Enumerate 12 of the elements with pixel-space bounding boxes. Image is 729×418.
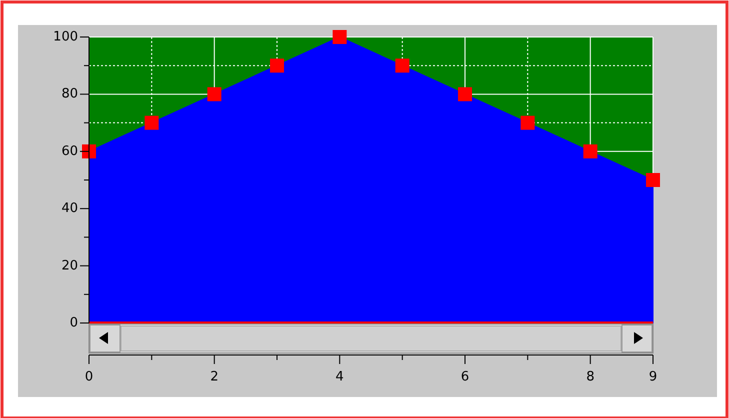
x-tick-label: 0 <box>84 370 94 384</box>
x-tick-label: 2 <box>210 370 218 384</box>
x-tick-label: 9 <box>648 370 658 384</box>
y-tick-label: 40 <box>61 201 78 216</box>
y-tick-label: 60 <box>61 144 78 159</box>
y-tick-label: 20 <box>61 258 78 274</box>
y-tick-label: 0 <box>70 316 78 330</box>
x-tick-label: 6 <box>460 370 470 384</box>
x-tick-label: 4 <box>336 370 344 384</box>
x-tick-label: 8 <box>586 370 594 384</box>
y-tick-label: 100 <box>53 30 78 44</box>
y-tick-label: 80 <box>61 86 78 102</box>
